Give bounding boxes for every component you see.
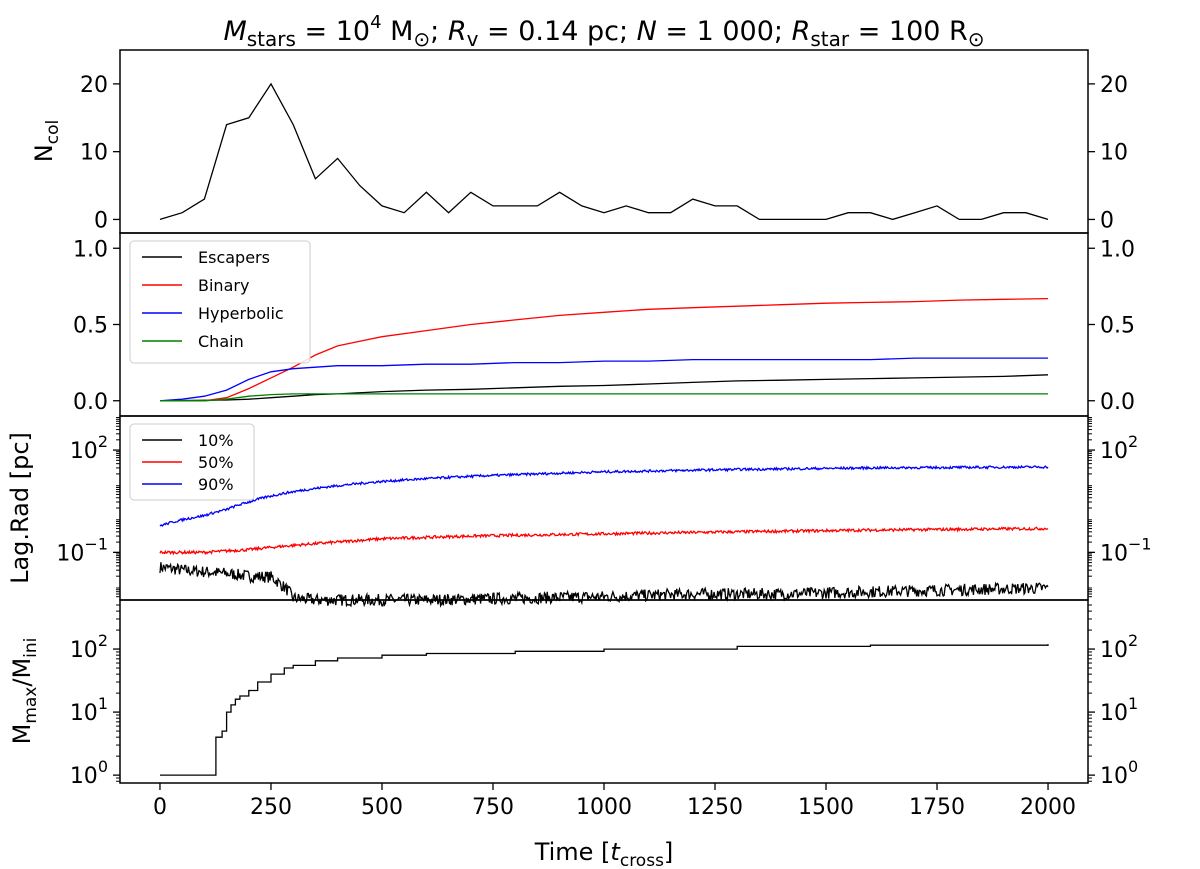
series-line-50 — [159, 526, 1049, 556]
x-tick-label: 2000 — [1020, 795, 1076, 820]
legend-lagrangian: 10% 50% 90% — [129, 423, 255, 501]
y-tick-label: 102 — [1100, 432, 1138, 464]
panel-lagrangian: 10−1 10−1 102 102 10% 50% 90% Lag.Rad [pc] — [6, 415, 1152, 608]
series-line-escapers — [159, 374, 1049, 402]
y-tick-label: 102 — [1100, 631, 1138, 663]
y-tick-label: 10 — [80, 141, 108, 166]
x-tick-label: 1250 — [687, 795, 743, 820]
panel-frame — [119, 49, 1089, 234]
x-tick-label: 1500 — [798, 795, 854, 820]
y-tick-label: 10−1 — [1100, 534, 1152, 566]
y-tick-label: 0 — [1100, 208, 1114, 233]
y-tick-label: 102 — [70, 631, 108, 663]
legend-entry: Escapers — [198, 248, 270, 267]
x-axis-label: Time [tcross] — [534, 838, 674, 869]
x-tick-label: 1750 — [909, 795, 965, 820]
y-tick-label: 101 — [70, 694, 108, 726]
legend-fractions: Escapers Binary Hyperbolic Chain — [129, 240, 311, 364]
y-tick-label: 1.0 — [73, 237, 108, 262]
legend-entry: 10% — [198, 431, 234, 450]
series-line-mmaxmini — [160, 644, 1049, 776]
series-line-10 — [159, 562, 1049, 608]
y-tick-label: 0.0 — [73, 390, 108, 415]
x-tick-label: 250 — [250, 795, 292, 820]
chart-title: Mstars = 104 M⊙; Rv = 0.14 pc; N = 1 000… — [223, 12, 984, 51]
legend-entry: Hyperbolic — [198, 304, 284, 323]
series-line-collisions — [159, 82, 1049, 221]
y-tick-label: 20 — [1100, 73, 1128, 98]
legend-entry: Binary — [198, 276, 249, 295]
y-tick-label: 0.5 — [1100, 314, 1135, 339]
y-tick-label: 101 — [1100, 694, 1138, 726]
y-tick-label: 20 — [80, 73, 108, 98]
y-axis-label-lagrad: Lag.Rad [pc] — [6, 432, 34, 584]
y-tick-label: 10−1 — [56, 534, 108, 566]
y-tick-label: 10 — [1100, 141, 1128, 166]
panel-fractions: 0.0 0.0 0.5 0.5 1.0 1.0 Escapers Binary Hyperbo… — [73, 232, 1135, 417]
panel-collisions: 0 0 10 10 20 20 Ncol — [30, 49, 1128, 234]
legend-box — [129, 240, 311, 364]
panel-frame — [119, 599, 1089, 784]
y-tick-label: 0.0 — [1100, 390, 1135, 415]
legend-entry: 50% — [198, 453, 234, 472]
series-line-chain — [160, 393, 1048, 402]
series-line-binary — [160, 297, 1049, 402]
x-tick-label: 1000 — [576, 795, 632, 820]
y-tick-label: 100 — [1100, 757, 1138, 789]
x-tick-label: 500 — [361, 795, 403, 820]
y-tick-label: 100 — [70, 757, 108, 789]
legend-entry: Chain — [198, 332, 244, 351]
x-tick-label: 750 — [472, 795, 514, 820]
series-line-hyperbolic — [159, 357, 1048, 402]
legend-box — [129, 423, 255, 501]
x-tick-label: 0 — [153, 795, 167, 820]
y-tick-label: 0.5 — [73, 314, 108, 339]
panel-mmax: 100 100 101 101 102 102 0 250 500 750 1000 1250 150… — [8, 599, 1138, 869]
y-tick-label: 0 — [94, 208, 108, 233]
y-axis-label-ncol: Ncol — [30, 120, 63, 162]
y-axis-label-mmax: Mmax/Mini — [8, 638, 41, 745]
y-tick-label: 102 — [70, 432, 108, 464]
y-tick-label: 1.0 — [1100, 237, 1135, 262]
series-line-90 — [159, 464, 1049, 527]
legend-entry: 90% — [198, 475, 234, 494]
